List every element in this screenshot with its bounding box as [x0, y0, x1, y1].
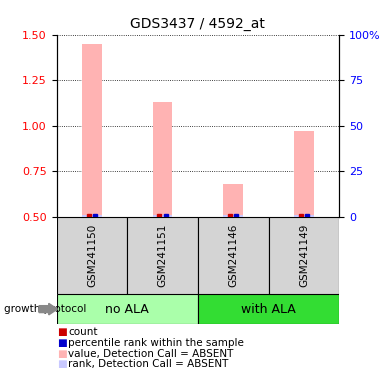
Text: growth protocol: growth protocol [4, 304, 86, 314]
Bar [294, 215, 314, 217]
Text: ■: ■ [57, 359, 66, 369]
Bar [198, 217, 269, 294]
Bar [127, 217, 198, 294]
Bar [153, 102, 172, 217]
Text: GSM241149: GSM241149 [299, 223, 309, 287]
Text: ■: ■ [57, 338, 66, 348]
Text: ■: ■ [57, 327, 66, 337]
Bar [57, 217, 127, 294]
Bar [294, 131, 314, 217]
Bar [223, 184, 243, 217]
Text: GSM241146: GSM241146 [228, 223, 238, 287]
Text: percentile rank within the sample: percentile rank within the sample [68, 338, 244, 348]
Text: rank, Detection Call = ABSENT: rank, Detection Call = ABSENT [68, 359, 229, 369]
Bar [82, 44, 102, 217]
Bar [198, 294, 339, 324]
Text: count: count [68, 327, 98, 337]
Text: ■: ■ [57, 349, 66, 359]
Bar [57, 294, 198, 324]
Text: with ALA: with ALA [241, 303, 296, 316]
Text: GSM241150: GSM241150 [87, 224, 97, 287]
Title: GDS3437 / 4592_at: GDS3437 / 4592_at [131, 17, 265, 31]
Text: value, Detection Call = ABSENT: value, Detection Call = ABSENT [68, 349, 234, 359]
Bar [269, 217, 339, 294]
Text: GSM241151: GSM241151 [158, 223, 168, 287]
Bar [82, 215, 102, 217]
Bar [153, 215, 172, 217]
Bar [223, 215, 243, 217]
Text: no ALA: no ALA [105, 303, 149, 316]
